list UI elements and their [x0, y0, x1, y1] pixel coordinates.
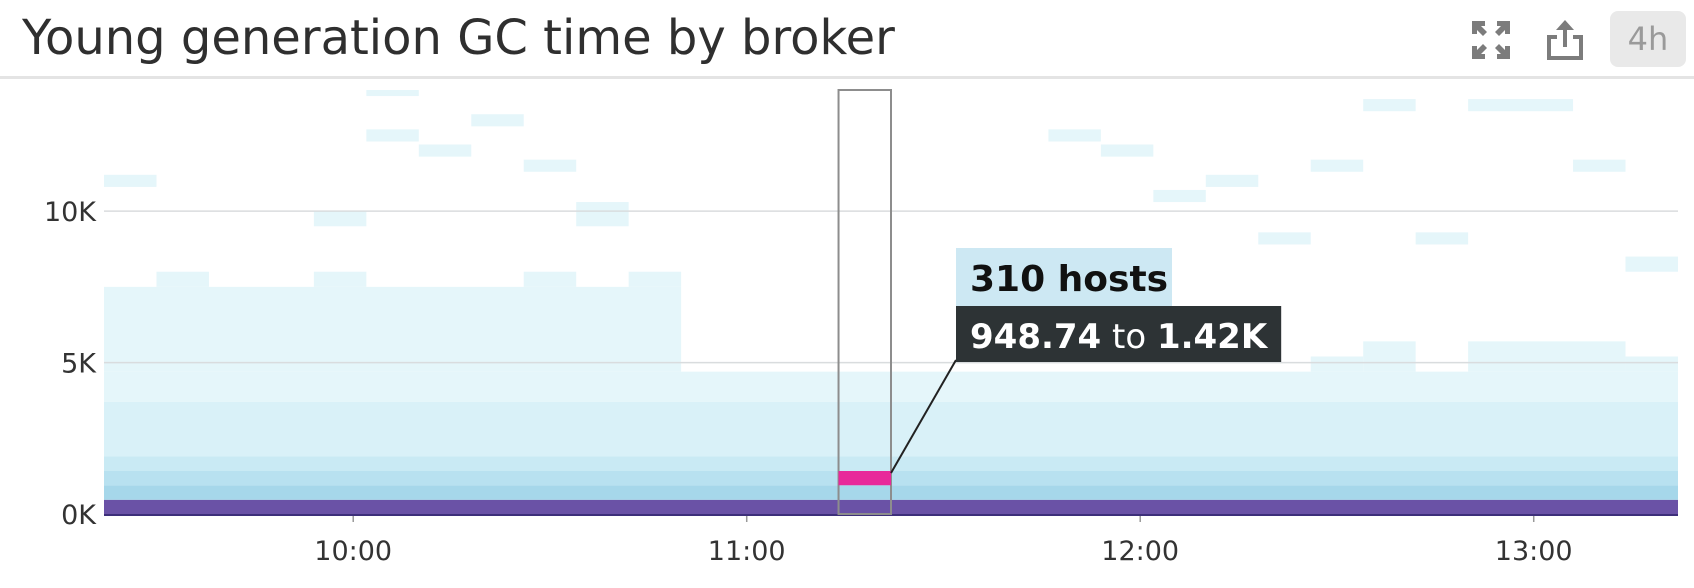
x-tick-label: 13:00 [1495, 536, 1573, 567]
heatmap-cell [523, 159, 577, 172]
highlighted-cell [838, 470, 891, 486]
heatmap-cell [523, 271, 577, 287]
tooltip-pointer [890, 359, 957, 474]
heatmap-cell [1363, 341, 1416, 372]
widget-title: Young generation GC time by broker [22, 10, 895, 66]
heatmap-cell [576, 202, 629, 227]
tooltip-range-box [956, 306, 1282, 362]
heatmap-cell [104, 286, 682, 372]
heatmap-cell [1310, 356, 1364, 372]
heatmap-cell [1205, 174, 1259, 187]
heatmap-cell [418, 144, 472, 157]
heatmap-cell [1048, 129, 1101, 142]
heatmap-cell [366, 90, 419, 97]
tooltip-count: 310 hosts [970, 259, 1168, 300]
heatmap-cell [1100, 144, 1154, 157]
heatmap-cell [313, 271, 367, 287]
heatmap-cell [471, 114, 524, 127]
expand-button[interactable] [1462, 12, 1520, 68]
y-axis: 0K 5K 10K [44, 197, 97, 531]
tooltip-range: 948.74 to 1.42K [970, 317, 1269, 357]
heatmap-cell [1258, 232, 1311, 245]
y-tick-label: 10K [44, 197, 97, 228]
heatmap-cell [156, 271, 209, 287]
heatmap-cell [1310, 159, 1364, 172]
heatmap-cell [313, 211, 367, 227]
heatmap-cell [628, 271, 682, 287]
x-axis: 10:00 11:00 12:00 13:00 [104, 514, 1678, 567]
heatmap-cell [1625, 356, 1678, 372]
tooltip-count-box [956, 248, 1172, 306]
heatmap-cell [1468, 99, 1574, 112]
x-tick-label: 12:00 [1101, 536, 1179, 567]
hover-highlight: 310 hosts 948.74 to 1.42K [837, 89, 1282, 515]
x-tick-label: 11:00 [708, 536, 786, 567]
heatmap-chart: 10:00 11:00 12:00 13:00 0K 5K 10K 310 hosts 94… [44, 89, 1678, 567]
heatmap-cell [1468, 341, 1626, 372]
heatmap-cell [104, 174, 157, 187]
y-tick-label: 5K [61, 349, 97, 380]
y-tick-label: 0K [61, 500, 97, 531]
heatmap-cell [1415, 232, 1469, 245]
hover-column-outline [837, 89, 892, 515]
time-range-button[interactable]: 4h [1610, 11, 1686, 67]
heatmap-cell [1153, 189, 1206, 203]
share-button[interactable] [1536, 12, 1594, 68]
share-icon [1547, 20, 1583, 60]
widget-header: Young generation GC time by broker 4h [0, 0, 1694, 79]
expand-icon [1472, 21, 1510, 59]
heatmap-cell [1625, 256, 1678, 272]
heatmap-cell [1363, 99, 1416, 112]
heatmap-cell [1573, 159, 1626, 172]
x-tick-label: 10:00 [314, 536, 392, 567]
heatmap-cell [366, 129, 419, 142]
